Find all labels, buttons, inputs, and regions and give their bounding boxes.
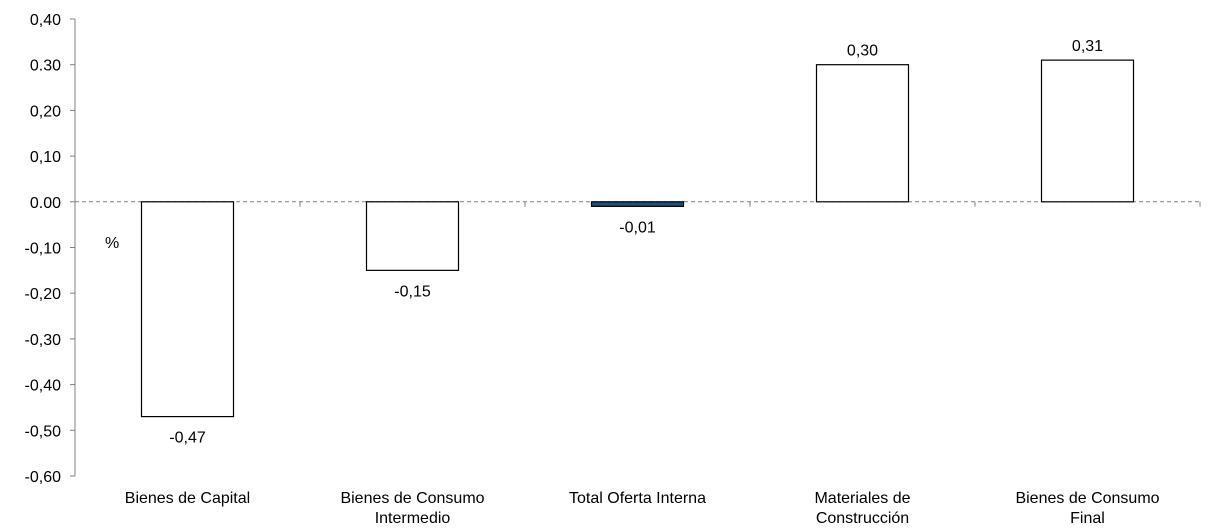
x-tick-label: Bienes de Consumo xyxy=(340,490,484,507)
data-label: 0,31 xyxy=(1072,38,1103,55)
data-label: -0,47 xyxy=(169,430,206,447)
x-tick-label: Final xyxy=(1070,510,1105,527)
data-label: -0,01 xyxy=(619,219,656,236)
bar xyxy=(590,201,685,207)
x-tick-label: Materiales de xyxy=(814,490,910,507)
bar xyxy=(1040,59,1135,203)
bar xyxy=(365,201,460,271)
y-tick-label: 0.30 xyxy=(30,58,61,75)
labels: % -0,47 Bienes de Capital -0,15 Bienes de Co… xyxy=(105,38,1160,527)
y-tick-label: -0,40 xyxy=(25,378,62,395)
y-tick-label: -0,30 xyxy=(25,332,62,349)
y-tick-label: -0,50 xyxy=(25,423,62,440)
y-axis-label: % xyxy=(105,235,119,252)
y-tick-label: 0.00 xyxy=(30,195,61,212)
x-tick-label: Bienes de Consumo xyxy=(1015,490,1159,507)
y-tick-label: -0,60 xyxy=(25,469,62,486)
bar xyxy=(140,201,235,418)
y-tick-label: 0,40 xyxy=(30,12,61,29)
bars xyxy=(140,59,1135,418)
x-tick-label: Total Oferta Interna xyxy=(569,490,706,507)
x-tick-label: Intermedio xyxy=(375,510,451,527)
bar xyxy=(815,64,910,203)
x-tick-label: Bienes de Capital xyxy=(125,490,250,507)
data-label: 0,30 xyxy=(847,43,878,60)
data-label: -0,15 xyxy=(394,283,431,300)
y-tick-label: 0,20 xyxy=(30,103,61,120)
x-tick-label: Construcción xyxy=(816,510,909,527)
y-tick-label: -0,10 xyxy=(25,241,62,258)
y-tick-label: 0,10 xyxy=(30,149,61,166)
y-tick-label: -0,20 xyxy=(25,286,62,303)
